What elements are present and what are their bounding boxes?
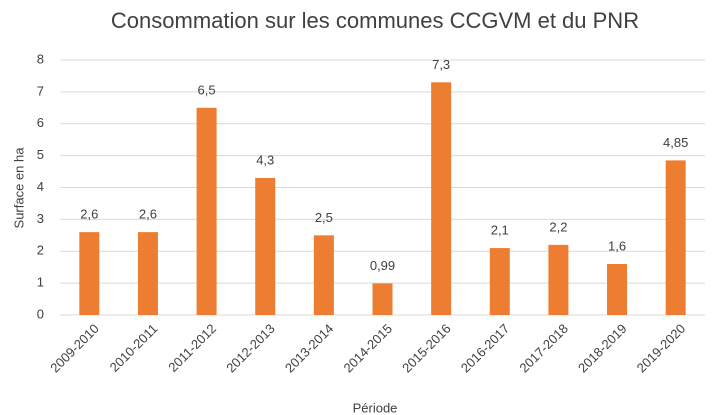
bar bbox=[196, 107, 217, 315]
data-label: 0,99 bbox=[370, 258, 395, 273]
y-axis-title: Surface en ha bbox=[11, 147, 26, 229]
bar bbox=[255, 177, 276, 315]
data-label: 4,3 bbox=[256, 152, 274, 167]
y-tick-label: 4 bbox=[37, 179, 44, 194]
y-tick-label: 6 bbox=[37, 115, 44, 130]
y-tick-label: 8 bbox=[37, 51, 44, 66]
bar bbox=[79, 232, 100, 315]
y-tick-label: 7 bbox=[37, 83, 44, 98]
data-label: 6,5 bbox=[198, 82, 216, 97]
y-tick-label: 2 bbox=[37, 243, 44, 258]
data-label: 7,3 bbox=[432, 57, 450, 72]
data-label: 2,1 bbox=[491, 223, 509, 238]
bar bbox=[665, 160, 686, 315]
bar bbox=[137, 232, 158, 315]
x-axis-title: Période bbox=[353, 400, 398, 415]
bar bbox=[548, 244, 569, 315]
bar bbox=[313, 235, 334, 315]
data-label: 2,6 bbox=[139, 207, 157, 222]
bar bbox=[489, 248, 510, 315]
data-label: 2,2 bbox=[549, 219, 567, 234]
data-label: 2,6 bbox=[80, 207, 98, 222]
y-tick-label: 1 bbox=[37, 275, 44, 290]
chart-title: Consommation sur les communes CCGVM et d… bbox=[111, 8, 639, 33]
bar bbox=[607, 264, 628, 315]
y-tick-label: 5 bbox=[37, 147, 44, 162]
bar bbox=[372, 283, 393, 315]
bar bbox=[431, 82, 452, 315]
y-tick-label: 3 bbox=[37, 211, 44, 226]
data-label: 1,6 bbox=[608, 238, 626, 253]
y-tick-label: 0 bbox=[37, 306, 44, 321]
data-label: 2,5 bbox=[315, 210, 333, 225]
data-label: 4,85 bbox=[663, 135, 688, 150]
